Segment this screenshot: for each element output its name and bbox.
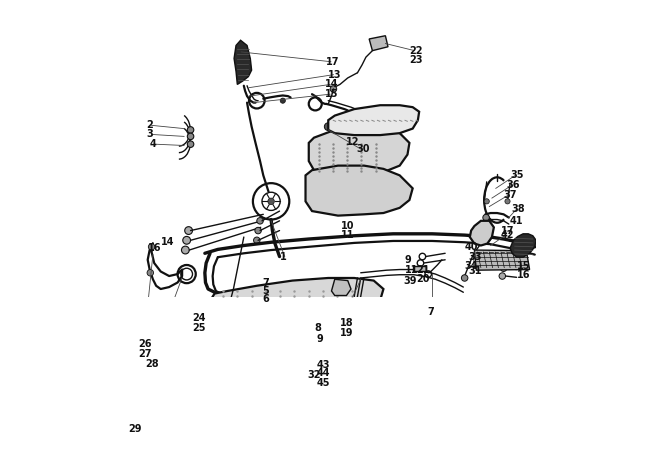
Text: 8: 8: [314, 323, 321, 333]
Text: 37: 37: [504, 190, 517, 200]
Text: 16: 16: [148, 243, 161, 253]
Text: 43: 43: [317, 360, 330, 370]
Polygon shape: [227, 344, 235, 357]
Text: 14: 14: [325, 79, 339, 89]
Circle shape: [481, 232, 485, 236]
Polygon shape: [234, 40, 252, 84]
Text: 41: 41: [510, 216, 524, 226]
Circle shape: [181, 246, 189, 254]
Polygon shape: [328, 105, 419, 135]
Text: 3: 3: [146, 130, 153, 139]
Text: 14: 14: [161, 237, 174, 246]
Text: 29: 29: [128, 424, 142, 434]
Circle shape: [147, 269, 153, 276]
Circle shape: [462, 275, 468, 281]
Text: 31: 31: [468, 267, 482, 277]
Text: 45: 45: [317, 378, 330, 388]
Text: 11: 11: [341, 230, 355, 240]
Text: 38: 38: [512, 204, 525, 214]
Circle shape: [183, 236, 190, 244]
Text: 21: 21: [416, 265, 430, 274]
Text: 30: 30: [356, 144, 370, 154]
Polygon shape: [413, 266, 426, 272]
Text: 10: 10: [341, 221, 355, 231]
Circle shape: [187, 127, 194, 133]
Circle shape: [499, 273, 506, 279]
Polygon shape: [306, 166, 413, 216]
Circle shape: [207, 425, 213, 432]
Text: 13: 13: [328, 70, 342, 80]
Text: 34: 34: [465, 261, 478, 271]
Circle shape: [330, 86, 337, 92]
Text: 22: 22: [410, 46, 423, 56]
Text: 35: 35: [510, 170, 524, 180]
Text: 44: 44: [317, 368, 330, 378]
Circle shape: [187, 133, 194, 140]
Text: 9: 9: [405, 255, 411, 265]
Text: 20: 20: [416, 274, 430, 284]
Text: 12: 12: [346, 136, 360, 147]
Text: 23: 23: [410, 55, 423, 65]
Text: 36: 36: [507, 180, 521, 190]
Polygon shape: [332, 362, 343, 371]
Text: 26: 26: [138, 339, 152, 349]
Polygon shape: [309, 127, 410, 174]
Text: 25: 25: [192, 323, 205, 333]
Text: 11: 11: [405, 265, 419, 274]
Text: 15: 15: [325, 89, 339, 99]
Circle shape: [324, 123, 332, 131]
Circle shape: [257, 218, 263, 224]
Circle shape: [268, 198, 274, 205]
Text: 1: 1: [280, 251, 286, 262]
Text: 33: 33: [468, 251, 482, 262]
Text: 19: 19: [340, 327, 354, 338]
Circle shape: [185, 227, 192, 234]
Text: 18: 18: [340, 318, 354, 328]
Circle shape: [255, 227, 261, 234]
Text: 24: 24: [192, 313, 205, 323]
Circle shape: [187, 141, 194, 147]
Text: 17: 17: [501, 225, 515, 235]
Circle shape: [254, 237, 260, 244]
Circle shape: [484, 199, 489, 204]
Text: 42: 42: [500, 230, 514, 240]
Polygon shape: [474, 250, 530, 270]
Text: 15: 15: [517, 261, 530, 271]
Polygon shape: [510, 234, 536, 257]
Circle shape: [280, 98, 285, 103]
Polygon shape: [470, 221, 494, 245]
Text: 28: 28: [145, 359, 159, 369]
Text: 32: 32: [307, 371, 321, 381]
Circle shape: [483, 214, 489, 221]
Text: 17: 17: [326, 57, 339, 67]
Circle shape: [500, 265, 507, 272]
Text: 4: 4: [150, 139, 157, 149]
Text: 16: 16: [517, 270, 530, 280]
Text: 7: 7: [262, 278, 268, 288]
Text: 7: 7: [427, 307, 434, 317]
Text: 9: 9: [317, 334, 323, 344]
Circle shape: [148, 244, 155, 250]
Text: 5: 5: [262, 286, 268, 296]
Text: 2: 2: [146, 120, 153, 131]
Text: 6: 6: [262, 294, 268, 305]
Text: 40: 40: [465, 242, 478, 252]
Circle shape: [505, 199, 510, 204]
Polygon shape: [369, 36, 388, 51]
Text: 27: 27: [138, 349, 152, 359]
Polygon shape: [332, 279, 351, 295]
Text: 39: 39: [403, 276, 417, 286]
Polygon shape: [211, 278, 384, 320]
